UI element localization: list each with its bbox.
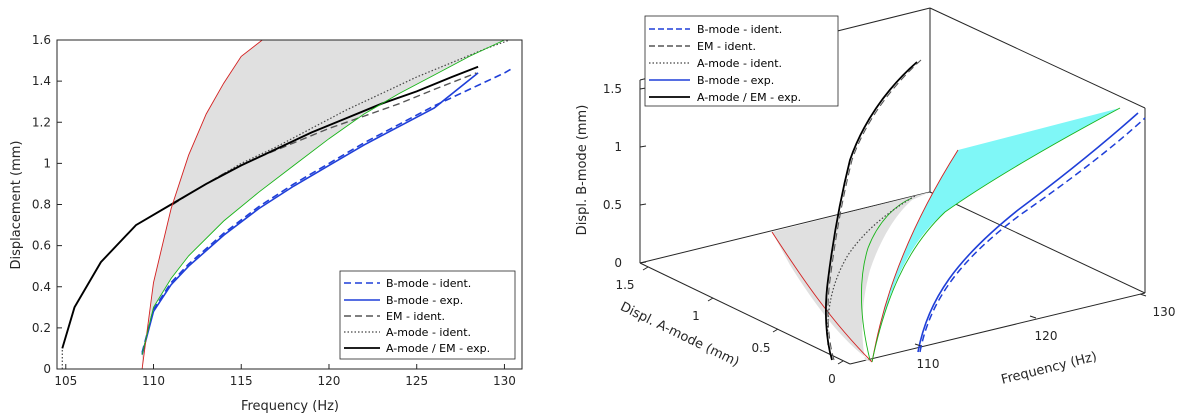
unstable-region-shade bbox=[142, 40, 505, 369]
y-tick-label: 0.4 bbox=[32, 280, 51, 294]
z-tick-label: 0.5 bbox=[603, 198, 622, 212]
legend-entry: B-mode - exp. bbox=[697, 74, 774, 87]
z-tick-label: 1 bbox=[614, 140, 622, 154]
x-tick bbox=[1029, 315, 1037, 319]
box-edge bbox=[639, 262, 851, 365]
legend-entry: A-mode / EM - exp. bbox=[386, 342, 490, 355]
legend-entry: B-mode - ident. bbox=[386, 277, 471, 290]
y-tick bbox=[642, 266, 649, 271]
y-tick-label: 0.6 bbox=[32, 239, 51, 253]
b-mode-ident-curve bbox=[141, 68, 512, 353]
x-tick-label: 110 bbox=[917, 357, 940, 371]
right-plot-3d: 0 0.5 1 1.5 0 0.5 1 1.5 110 120 130 Disp… bbox=[575, 7, 1176, 388]
x-tick-label: 120 bbox=[1035, 329, 1058, 343]
box-edge bbox=[849, 292, 1146, 365]
green-boundary-curve bbox=[141, 39, 505, 355]
unstable-region-floor-shade bbox=[772, 192, 930, 362]
z-tick-label: 1.5 bbox=[603, 82, 622, 96]
legend-entry: EM - ident. bbox=[386, 310, 445, 323]
y-axis-label-3d: Displ. A-mode (mm) bbox=[618, 300, 742, 371]
y-tick bbox=[772, 328, 779, 333]
legend-entry: B-mode - ident. bbox=[697, 23, 782, 36]
y-axis-label: Displacement (mm) bbox=[9, 141, 24, 270]
y-tick-label: 1.5 bbox=[615, 278, 634, 292]
y-tick-label: 1.6 bbox=[32, 33, 51, 47]
legend-2d: B-mode - ident. B-mode - exp. EM - ident… bbox=[339, 270, 516, 360]
y-ticks-3d: 0 0.5 1 1.5 bbox=[615, 266, 844, 386]
y-tick-label: 0.2 bbox=[32, 321, 51, 335]
x-axis-label-3d: Frequency (Hz) bbox=[1000, 349, 1099, 387]
b-mode-exp-curve-3d bbox=[917, 112, 1139, 353]
unstable-region-surface-3d bbox=[872, 108, 1120, 362]
x-tick-label: 125 bbox=[405, 374, 428, 388]
x-tick-label: 130 bbox=[1153, 305, 1176, 319]
x-axis-label: Frequency (Hz) bbox=[241, 399, 339, 414]
red-boundary-curve bbox=[141, 39, 263, 370]
y-tick-label: 0 bbox=[828, 372, 836, 386]
legend-box-3d bbox=[644, 15, 839, 107]
z-tick bbox=[639, 261, 647, 264]
x-tick bbox=[1139, 293, 1147, 297]
ticks-2d: 105 110 115 120 125 130 0 0.2 0.4 0.6 0.8 1 1.2 1.4 1.… bbox=[32, 33, 516, 388]
legend-3d: B-mode - ident. EM - ident. A-mode - ide… bbox=[644, 15, 839, 107]
a-mode-em-exp-curve bbox=[61, 65, 479, 349]
legend-entry: EM - ident. bbox=[697, 40, 756, 53]
red-boundary-curve-3d bbox=[771, 231, 873, 363]
legend-entry: A-mode / EM - exp. bbox=[697, 91, 801, 104]
z-axis-label-3d: Displ. B-mode (mm) bbox=[575, 105, 590, 236]
y-tick bbox=[707, 297, 714, 302]
box-edge bbox=[929, 191, 1146, 294]
a-mode-em-exp-curve-3d bbox=[825, 61, 918, 361]
box-edge bbox=[639, 191, 931, 264]
x-tick-label: 115 bbox=[230, 374, 253, 388]
y-tick-label: 1 bbox=[43, 156, 51, 170]
y-tick-label: 1.2 bbox=[32, 115, 51, 129]
x-tick-label: 105 bbox=[54, 374, 77, 388]
x-tick bbox=[914, 343, 922, 347]
x-ticks-3d: 110 120 130 bbox=[914, 293, 1176, 371]
left-plot: 105 110 115 120 125 130 0 0.2 0.4 0.6 0.8 1 1.2 1.4 1.… bbox=[9, 33, 523, 414]
y-tick bbox=[837, 360, 844, 365]
x-tick-label: 110 bbox=[142, 374, 165, 388]
y-tick-label: 0.8 bbox=[32, 198, 51, 212]
box-edge bbox=[929, 7, 1146, 109]
z-tick bbox=[639, 203, 647, 206]
green-boundary-curve-3d bbox=[860, 197, 913, 361]
b-mode-exp-curve bbox=[141, 72, 479, 355]
em-ident-curve-3d bbox=[827, 59, 922, 361]
z-ticks-3d: 0 0.5 1 1.5 bbox=[603, 82, 647, 270]
legend-entry: B-mode - exp. bbox=[386, 294, 463, 307]
z-tick bbox=[639, 145, 647, 148]
y-tick-label: 1.4 bbox=[32, 74, 51, 88]
legend-entry: A-mode - ident. bbox=[697, 57, 782, 70]
x-tick-label: 120 bbox=[318, 374, 341, 388]
y-tick-label: 0 bbox=[43, 362, 51, 376]
green-boundary-curve-3d-upper bbox=[871, 107, 1121, 363]
legend-box bbox=[339, 270, 516, 360]
legend-entry: A-mode - ident. bbox=[386, 326, 471, 339]
z-tick-label: 0 bbox=[614, 256, 622, 270]
b-mode-ident-curve-3d bbox=[919, 117, 1146, 353]
a-mode-ident-curve bbox=[61, 39, 510, 369]
x-tick-label: 130 bbox=[493, 374, 516, 388]
y-tick-label: 0.5 bbox=[751, 341, 770, 355]
y-tick-label: 1 bbox=[692, 309, 700, 323]
curves-2d bbox=[61, 39, 512, 370]
